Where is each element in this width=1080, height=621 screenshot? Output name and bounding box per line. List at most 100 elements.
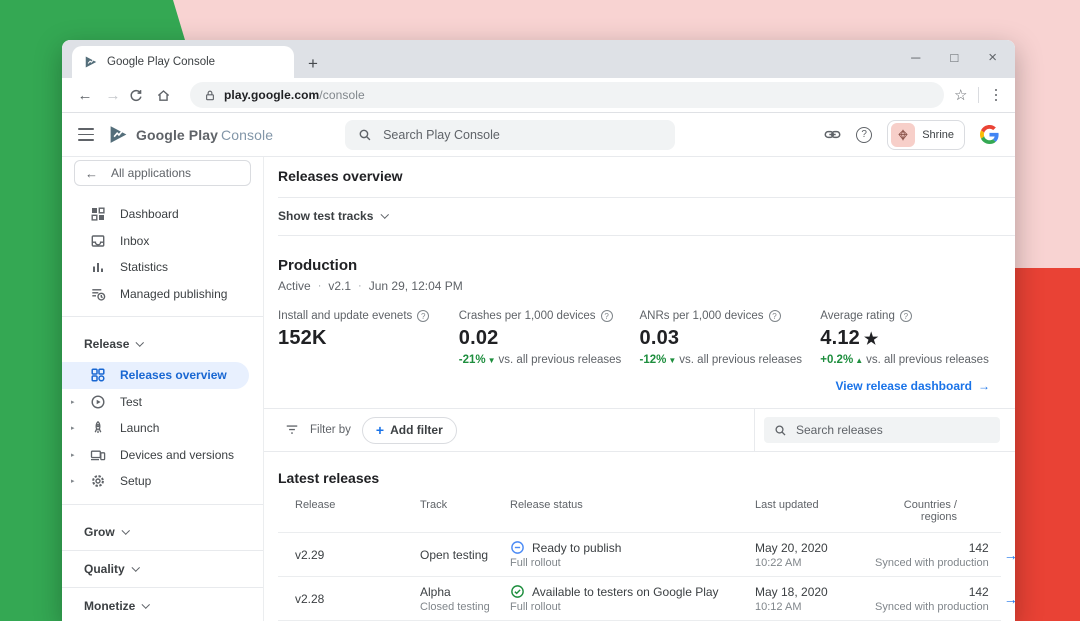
table-row[interactable]: v2.28 Alpha Closed testing Available to … [278, 576, 1015, 620]
countries-sync: Synced with production [875, 600, 989, 613]
arrow-right-icon: → [978, 379, 990, 393]
show-test-tracks-label: Show test tracks [278, 209, 374, 223]
chevron-down-icon [142, 600, 150, 608]
production-title: Production [278, 257, 358, 274]
back-button[interactable]: ← [77, 86, 93, 104]
play-logo-icon [110, 126, 127, 143]
back-arrow-icon: ← [85, 165, 98, 181]
sidebar-section-monetize[interactable]: Monetize [62, 588, 263, 621]
sidebar-section-release[interactable]: Release [62, 326, 263, 362]
browser-menu-button[interactable] [989, 88, 1004, 102]
section-label: Monetize [84, 598, 136, 613]
column-header-updated: Last updated [755, 499, 819, 511]
sidebar-item-label: Devices and versions [120, 447, 235, 462]
sidebar-item-devices-and-versions[interactable]: ▸ Devices and versions [62, 442, 263, 469]
expand-arrow-icon[interactable]: ▸ [71, 425, 75, 433]
metric-label: Average rating [820, 310, 895, 322]
chevron-down-icon [121, 526, 130, 534]
expand-arrow-icon[interactable]: ▸ [71, 478, 75, 486]
release-version: v2.29 [295, 547, 325, 562]
search-releases-input[interactable]: Search releases [764, 417, 1000, 443]
address-bar[interactable]: play.google.com/console [190, 82, 945, 108]
sidebar-item-launch[interactable]: ▸ Launch [62, 415, 263, 442]
bookmark-star-icon[interactable]: ☆ [954, 87, 968, 104]
window-minimize-button[interactable]: ─ [911, 49, 921, 65]
sidebar-divider [62, 316, 263, 317]
devices-icon [90, 447, 106, 463]
latest-releases-title: Latest releases [278, 470, 380, 486]
column-header-status: Release status [510, 499, 583, 511]
setup-gear-icon [90, 473, 106, 489]
console-search-input[interactable]: Search Play Console [345, 119, 676, 150]
table-header-row: Release Track Release status Last update… [278, 499, 1001, 532]
sidebar-item-statistics[interactable]: Statistics [62, 254, 263, 281]
app-switcher-shrine-badge[interactable]: Shrine [887, 119, 965, 150]
url-text: play.google.com/console [224, 88, 365, 102]
info-icon[interactable]: ? [899, 310, 912, 322]
info-icon[interactable]: ? [600, 310, 613, 322]
metric-label: ANRs per 1,000 devices [639, 310, 764, 322]
tab-title: Google Play Console [107, 56, 216, 68]
managed-publishing-icon [90, 286, 106, 302]
shrine-app-icon [891, 122, 916, 147]
releases-overview-icon [90, 367, 106, 383]
inbox-icon [90, 233, 106, 249]
sidebar-item-label: Setup [120, 474, 152, 489]
metric-compare: vs. all previous releases [866, 354, 989, 366]
sidebar-section-quality[interactable]: Quality [62, 551, 263, 588]
expand-arrow-icon[interactable]: ▸ [71, 398, 75, 406]
view-release-dashboard-link[interactable]: View release dashboard → [264, 366, 1015, 408]
open-release-arrow[interactable]: → [1003, 546, 1015, 563]
dot-separator: · [358, 280, 362, 292]
tab-favicon-play-icon [84, 55, 98, 69]
brand-secondary: Console [221, 126, 274, 143]
table-row[interactable]: v2.29 Open testing Ready to publish Full… [278, 532, 1015, 576]
release-status: Ready to publish [532, 540, 622, 555]
info-icon[interactable]: ? [417, 310, 430, 322]
help-icon[interactable]: ? [856, 126, 873, 143]
sidebar-item-test[interactable]: ▸ Test [62, 389, 263, 416]
release-version: v2.28 [295, 591, 325, 606]
dashboard-icon [90, 206, 106, 222]
delta-arrow-icon: ▼ [668, 356, 677, 365]
filter-bar: Filter by + Add filter Search releases [264, 408, 1015, 452]
statistics-icon [90, 259, 106, 275]
sidebar-item-managed-publishing[interactable]: Managed publishing [62, 281, 263, 308]
menu-hamburger-icon[interactable] [78, 128, 94, 141]
info-icon[interactable]: ? [768, 310, 781, 322]
updated-time: 10:22 AM [755, 556, 802, 569]
reload-button[interactable] [128, 88, 154, 103]
link-icon[interactable] [824, 126, 841, 143]
chevron-down-icon [136, 338, 145, 347]
metric-installs: Install and update evenets? 152K [278, 310, 459, 366]
lock-icon [204, 89, 216, 102]
browser-tab[interactable]: Google Play Console [72, 46, 294, 78]
sidebar-item-dashboard[interactable]: Dashboard [62, 201, 263, 228]
sidebar-section-grow[interactable]: Grow [62, 514, 263, 551]
search-icon [358, 128, 372, 142]
sidebar-item-inbox[interactable]: Inbox [62, 228, 263, 255]
window-maximize-button[interactable]: □ [950, 49, 959, 65]
forward-button[interactable]: → [105, 86, 121, 104]
sidebar-item-label: Test [120, 394, 143, 409]
add-filter-button[interactable]: + Add filter [361, 416, 457, 444]
metric-value: 0.03 [639, 327, 680, 349]
updated-date: May 20, 2020 [755, 540, 828, 555]
all-applications-button[interactable]: ← All applications [74, 160, 251, 186]
sidebar-item-label: Managed publishing [120, 286, 228, 301]
metric-compare: vs. all previous releases [679, 354, 803, 366]
play-console-logo[interactable]: Google Play Console [108, 124, 273, 145]
sidebar-item-label: Releases overview [120, 368, 227, 383]
updated-date: May 18, 2020 [755, 584, 828, 599]
window-close-button[interactable]: × [988, 48, 997, 66]
url-host: play.google.com [224, 88, 320, 102]
open-release-arrow[interactable]: → [1003, 590, 1015, 607]
google-account-icon[interactable] [980, 125, 999, 144]
show-test-tracks-toggle[interactable]: Show test tracks [264, 198, 1015, 235]
home-button[interactable] [156, 88, 182, 103]
sidebar-item-releases-overview[interactable]: Releases overview [62, 362, 249, 389]
new-tab-button[interactable]: + [308, 54, 318, 73]
column-header-release: Release [295, 499, 336, 511]
expand-arrow-icon[interactable]: ▸ [71, 451, 75, 459]
sidebar-item-setup[interactable]: ▸ Setup [62, 468, 263, 495]
